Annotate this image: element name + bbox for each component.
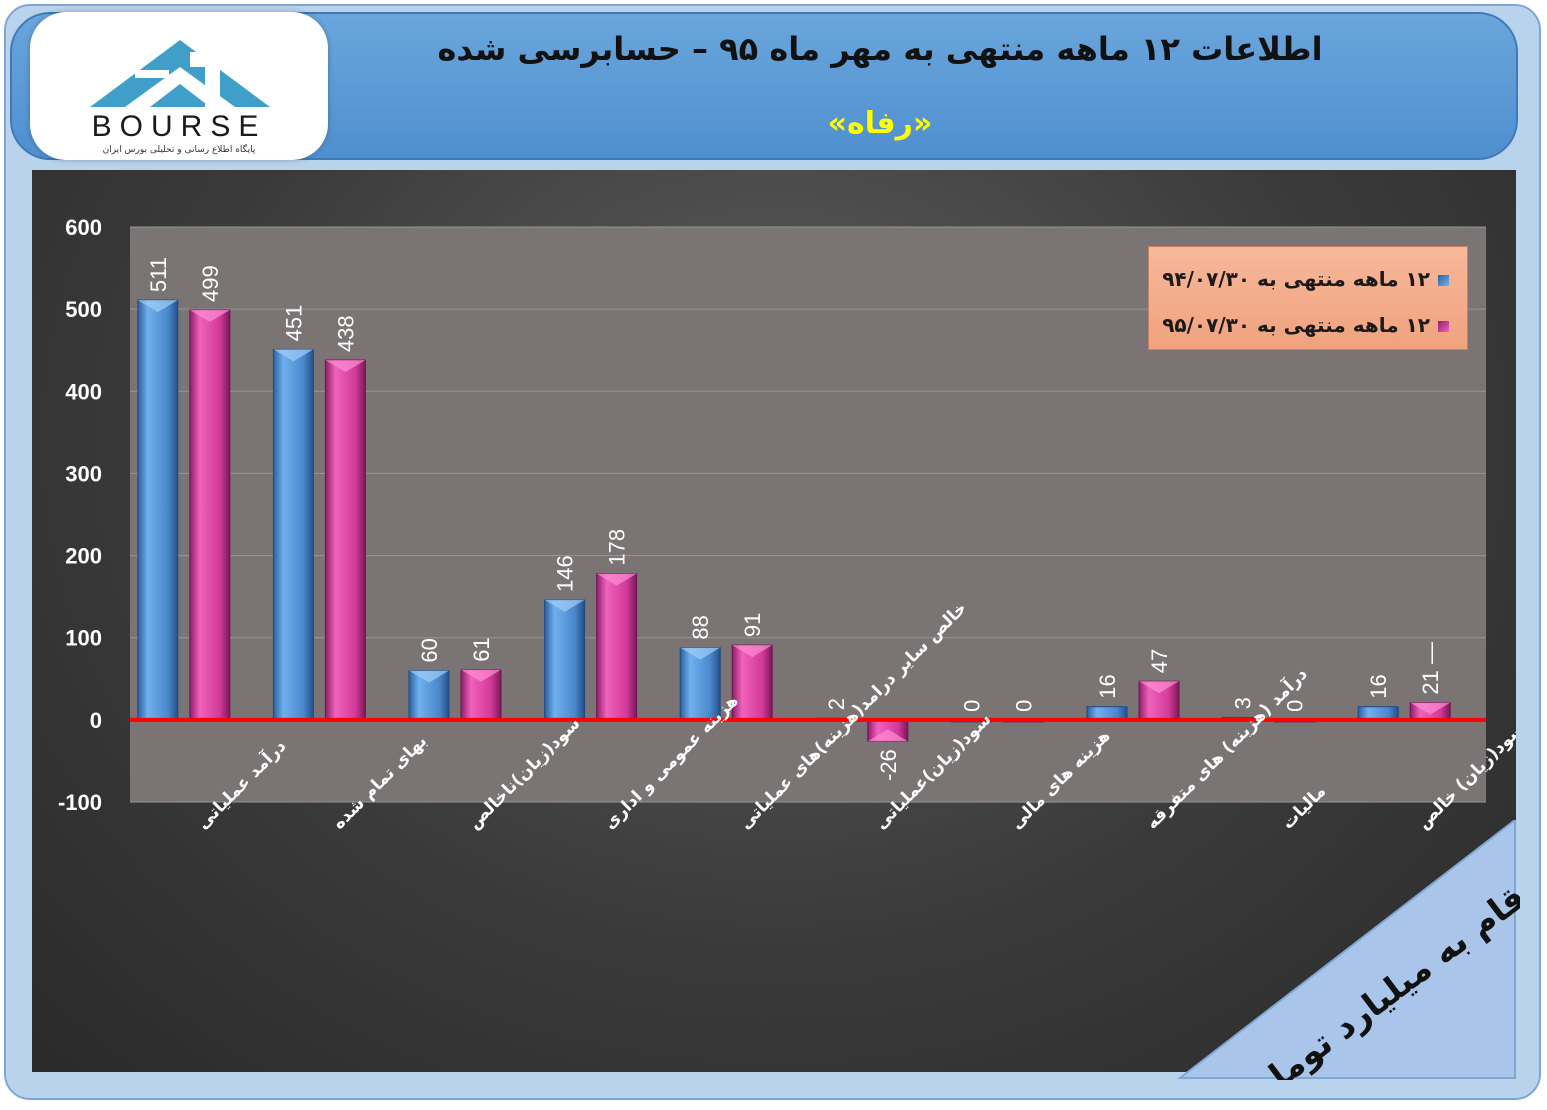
bar-cap-1-2 xyxy=(409,670,449,683)
logo-icon: BOURSE پایگاه اطلاع رسانی و تحلیلی بورس … xyxy=(90,40,270,155)
bar-cap-2-7 xyxy=(1139,681,1179,694)
value-label-1-3: 146 xyxy=(553,555,578,592)
y-tick-label: 600 xyxy=(65,215,102,240)
value-label-2-8: 0 xyxy=(1283,700,1308,712)
bar-cap-2-1 xyxy=(325,360,366,373)
legend-item-2: ۱۲ ماهه منتهی به ۹۵/۰۷/۳۰ xyxy=(1162,313,1449,337)
value-label-2-1: 438 xyxy=(333,315,358,352)
legend-label-2: ۱۲ ماهه منتهی به ۹۵/۰۷/۳۰ xyxy=(1162,313,1430,337)
value-label-2-0: 499 xyxy=(198,265,223,302)
bar-cap-2-4 xyxy=(732,645,773,658)
bar-2-1 xyxy=(324,359,366,721)
legend: ۱۲ ماهه منتهی به ۹۴/۰۷/۳۰ ۱۲ ماهه منتهی … xyxy=(1148,246,1468,350)
logo-brand: BOURSE xyxy=(92,110,267,143)
bar-cap-2-3 xyxy=(596,573,637,586)
legend-swatch-2 xyxy=(1438,321,1449,332)
value-label-1-7: 16 xyxy=(1095,674,1120,698)
value-label-2-7: 47 xyxy=(1147,649,1172,673)
y-tick-label: 500 xyxy=(65,297,102,322)
value-label-2-2: 61 xyxy=(469,637,494,661)
y-tick-label: 100 xyxy=(65,626,102,651)
value-label-2-6: 0 xyxy=(1011,700,1036,712)
logo-tagline: پایگاه اطلاع رسانی و تحلیلی بورس ایران xyxy=(103,143,256,155)
bar-2-3 xyxy=(596,573,638,721)
value-label-2-3: 178 xyxy=(605,529,630,566)
y-tick-label: 0 xyxy=(90,708,102,733)
logo: BOURSE پایگاه اطلاع رسانی و تحلیلی بورس … xyxy=(30,12,328,160)
bar-cap-1-3 xyxy=(544,599,585,612)
value-label-1-1: 451 xyxy=(281,305,306,342)
value-label-2-9: 21 — xyxy=(1418,642,1443,695)
bar-1-4 xyxy=(679,647,721,721)
value-label-2-4: 91 xyxy=(740,613,765,637)
bar-cap-2-5 xyxy=(867,729,908,742)
y-tick-label: 400 xyxy=(65,379,102,404)
value-label-1-4: 88 xyxy=(688,615,713,639)
value-label-2-5: -26 xyxy=(876,749,901,781)
value-label-1-2: 60 xyxy=(417,638,442,662)
value-label-1-6: 0 xyxy=(959,700,984,712)
legend-swatch-1 xyxy=(1438,275,1449,286)
bar-cap-2-0 xyxy=(189,309,230,322)
value-label-1-0: 511 xyxy=(146,257,171,292)
value-label-1-9: 16 xyxy=(1366,674,1391,698)
bar-cap-1-1 xyxy=(273,349,314,362)
page-title: اطلاعات ۱۲ ماهه منتهی به مهر ماه ۹۵ – حس… xyxy=(437,30,1323,68)
value-label-1-5: 2 xyxy=(824,698,849,710)
company-name: «رفاه» xyxy=(827,106,933,141)
legend-item-1: ۱۲ ماهه منتهی به ۹۴/۰۷/۳۰ xyxy=(1162,267,1449,291)
value-label-1-8: 3 xyxy=(1231,697,1256,709)
bar-1-3 xyxy=(544,599,586,721)
bar-cap-1-4 xyxy=(680,647,721,660)
bar-2-0 xyxy=(189,309,231,721)
bar-2-4 xyxy=(731,644,773,721)
bar-cap-1-0 xyxy=(137,300,178,313)
y-tick-label: -100 xyxy=(58,790,102,815)
y-tick-label: 200 xyxy=(65,544,102,569)
bar-cap-2-2 xyxy=(461,669,501,682)
bar-1-0 xyxy=(137,299,179,721)
legend-label-1: ۱۲ ماهه منتهی به ۹۴/۰۷/۳۰ xyxy=(1162,267,1430,291)
bar-1-1 xyxy=(272,348,314,721)
y-tick-label: 300 xyxy=(65,461,102,486)
bar-cap-2-9 xyxy=(1410,702,1451,715)
unit-banner: ارقام به میلیارد تومان xyxy=(1160,820,1520,1080)
